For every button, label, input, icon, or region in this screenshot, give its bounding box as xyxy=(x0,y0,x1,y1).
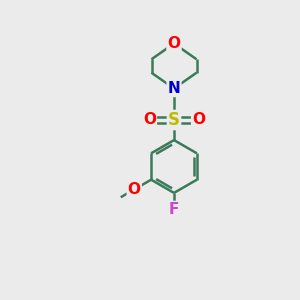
Text: O: O xyxy=(128,182,141,197)
Text: O: O xyxy=(192,112,205,128)
Text: S: S xyxy=(168,111,180,129)
Text: O: O xyxy=(143,112,156,128)
Text: N: N xyxy=(168,81,180,96)
Text: O: O xyxy=(167,36,181,51)
Text: F: F xyxy=(169,202,179,217)
